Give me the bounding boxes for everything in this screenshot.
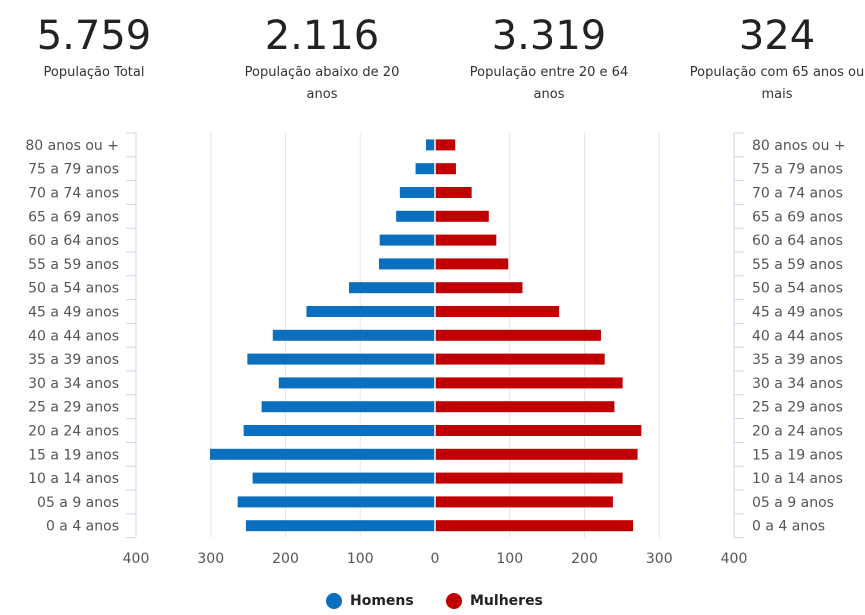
category-label-right: 45 a 49 anos — [752, 305, 843, 321]
bar-mulheres — [435, 163, 456, 175]
category-label-left: 50 a 54 anos — [28, 281, 119, 297]
axes: 80 anos ou + 80 anos ou + 75 a 79 anos 75 a… — [25, 132, 846, 567]
category-label-right: 25 a 29 anos — [752, 400, 843, 416]
bar-mulheres — [435, 425, 642, 436]
bar-homens — [399, 187, 435, 198]
stat-under-20: 2.116 População abaixo de 20 anos — [214, 0, 430, 106]
category-label-left: 70 a 74 anos — [28, 186, 119, 202]
legend-homens-marker — [326, 593, 342, 609]
bar-homens — [278, 377, 435, 389]
bar-homens — [426, 139, 435, 151]
category-label-left: 30 a 34 anos — [28, 376, 119, 392]
stat-65-plus: 324 População com 65 anos ou mais — [669, 0, 865, 106]
category-label-right: 80 anos ou + — [752, 138, 846, 154]
stat-total-label: População Total — [43, 65, 145, 80]
category-label-left: 75 a 79 anos — [28, 162, 119, 178]
category-label-left: 60 a 64 anos — [28, 233, 119, 249]
bar-mulheres — [435, 329, 601, 341]
category-label-left: 65 a 69 anos — [28, 209, 119, 225]
x-tick-label: 0 — [431, 551, 440, 567]
bar-homens — [210, 448, 435, 460]
bar-homens — [245, 520, 435, 532]
category-label-right: 05 a 9 anos — [752, 495, 834, 511]
legend-mulheres-marker — [446, 593, 462, 609]
category-label-right: 75 a 79 anos — [752, 162, 843, 178]
bar-homens — [349, 282, 435, 294]
bar-mulheres — [435, 496, 613, 508]
bar-mulheres — [435, 139, 456, 151]
category-label-right: 55 a 59 anos — [752, 257, 843, 273]
stat-20-64: 3.319 População entre 20 e 64 anos — [441, 0, 657, 106]
category-label-left: 40 a 44 anos — [28, 328, 119, 344]
bar-homens — [396, 210, 435, 222]
bar-homens — [306, 306, 435, 317]
bar-mulheres — [435, 234, 497, 246]
bar-homens — [378, 258, 435, 270]
x-tick-label: 100 — [347, 551, 374, 567]
category-label-right: 30 a 34 anos — [752, 376, 843, 392]
category-label-left: 55 a 59 anos — [28, 257, 119, 273]
category-label-right: 0 a 4 anos — [752, 519, 825, 535]
category-label-right: 50 a 54 anos — [752, 281, 843, 297]
x-tick-label: 300 — [197, 551, 224, 567]
category-label-left: 45 a 49 anos — [28, 305, 119, 321]
bar-homens — [237, 496, 435, 508]
bar-mulheres — [435, 282, 523, 294]
bar-mulheres — [435, 353, 605, 365]
category-label-right: 40 a 44 anos — [752, 328, 843, 344]
stat-20-64-label: População entre 20 e 64 anos — [469, 65, 629, 102]
category-label-right: 20 a 24 anos — [752, 424, 843, 440]
category-label-right: 70 a 74 anos — [752, 186, 843, 202]
legend-item-homens[interactable]: Homens — [326, 593, 414, 609]
x-tick-label: 400 — [721, 551, 748, 567]
x-tick-label: 400 — [123, 551, 150, 567]
category-label-left: 20 a 24 anos — [28, 424, 119, 440]
x-tick-label: 100 — [496, 551, 523, 567]
population-pyramid-chart: 80 anos ou + 80 anos ou + 75 a 79 anos 75 a… — [25, 132, 846, 567]
stat-under-20-value: 2.116 — [264, 13, 380, 59]
stat-total: 5.759 População Total — [0, 0, 202, 84]
bar-mulheres — [435, 520, 634, 532]
bar-mulheres — [435, 187, 472, 198]
bars — [210, 139, 642, 532]
bar-homens — [252, 472, 435, 484]
bar-mulheres — [435, 448, 638, 460]
bar-homens — [243, 425, 435, 436]
category-label-left: 0 a 4 anos — [46, 519, 119, 535]
category-label-right: 35 a 39 anos — [752, 352, 843, 368]
stat-under-20-label: População abaixo de 20 anos — [244, 65, 400, 102]
category-label-left: 10 a 14 anos — [28, 471, 119, 487]
category-label-right: 15 a 19 anos — [752, 447, 843, 463]
stat-65-plus-value: 324 — [738, 13, 816, 59]
bar-homens — [272, 329, 435, 341]
category-label-left: 80 anos ou + — [25, 138, 119, 154]
x-tick-label: 200 — [571, 551, 598, 567]
category-label-left: 05 a 9 anos — [37, 495, 119, 511]
legend-mulheres-label: Mulheres — [470, 593, 543, 609]
stat-65-plus-label: População com 65 anos ou mais — [689, 65, 865, 102]
bar-mulheres — [435, 472, 623, 484]
bar-mulheres — [435, 258, 509, 270]
x-tick-label: 300 — [646, 551, 673, 567]
stat-20-64-value: 3.319 — [491, 13, 607, 59]
legend-item-mulheres[interactable]: Mulheres — [446, 593, 543, 609]
bar-homens — [379, 234, 435, 246]
category-label-left: 25 a 29 anos — [28, 400, 119, 416]
x-tick-label: 200 — [272, 551, 299, 567]
legend: Homens Mulheres — [0, 593, 865, 615]
bar-homens — [415, 163, 435, 175]
category-label-right: 65 a 69 anos — [752, 209, 843, 225]
stat-total-value: 5.759 — [36, 13, 152, 59]
bar-mulheres — [435, 306, 560, 317]
category-label-left: 15 a 19 anos — [28, 447, 119, 463]
legend-homens-label: Homens — [350, 593, 414, 609]
bar-mulheres — [435, 401, 615, 413]
category-label-right: 60 a 64 anos — [752, 233, 843, 249]
category-label-left: 35 a 39 anos — [28, 352, 119, 368]
bar-homens — [261, 401, 435, 413]
bar-homens — [247, 353, 435, 365]
bar-mulheres — [435, 210, 489, 222]
category-label-right: 10 a 14 anos — [752, 471, 843, 487]
bar-mulheres — [435, 377, 623, 389]
